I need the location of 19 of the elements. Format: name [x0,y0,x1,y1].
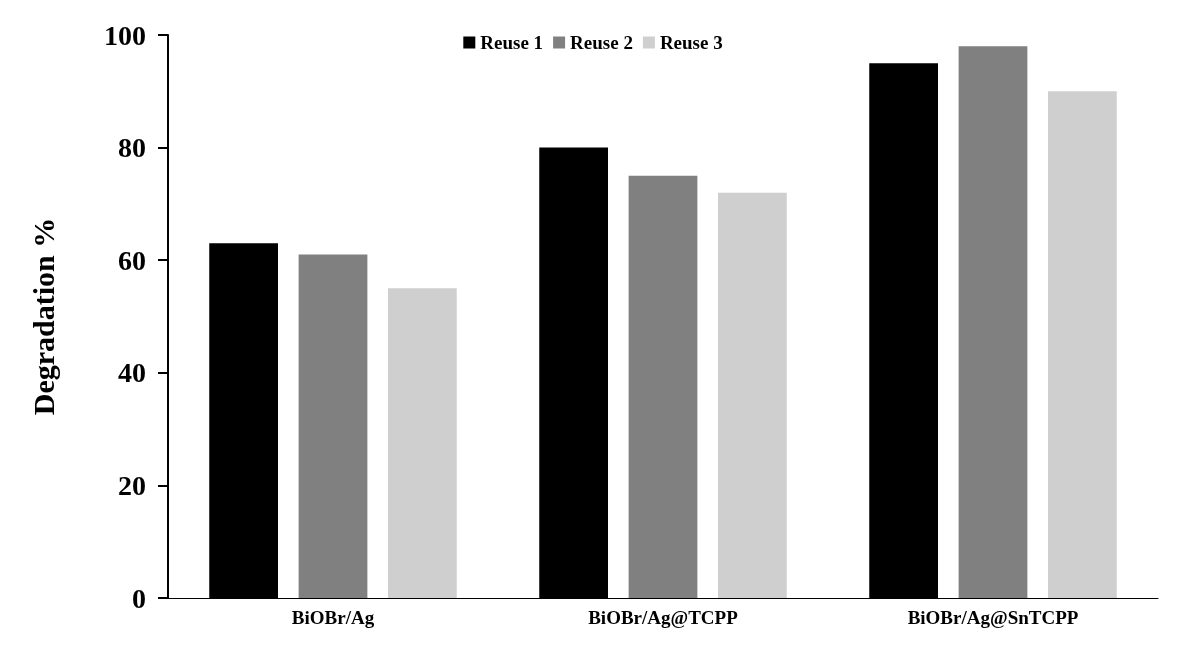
y-tick-label: 20 [118,469,146,501]
legend-label: Reuse 1 [480,32,544,53]
x-tick-label: BiOBr/Ag@TCPP [588,607,739,628]
bar [958,46,1028,598]
bar [1048,91,1117,598]
x-tick-label: BiOBr/Ag@SnTCPP [907,607,1079,628]
y-tick-label: 80 [118,132,146,164]
legend-label: Reuse 3 [659,32,723,53]
y-axis-title: Degradation % [26,217,60,416]
x-tick-label: BiOBr/Ag [291,607,375,628]
bar [298,254,368,598]
bar [388,288,457,598]
bar [718,192,787,598]
y-tick-label: 40 [118,357,146,389]
y-tick-label: 0 [132,582,146,614]
bar [628,175,698,598]
y-tick-label: 100 [104,19,146,51]
y-tick-label: 60 [118,244,146,276]
legend-label: Reuse 2 [570,32,633,53]
